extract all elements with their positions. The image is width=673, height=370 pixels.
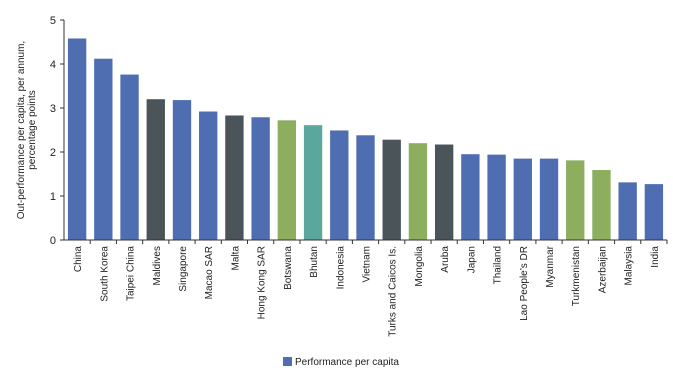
bar bbox=[67, 38, 87, 241]
y-tick-label: 0 bbox=[50, 235, 56, 247]
x-tick-label: Bhutan bbox=[309, 246, 320, 278]
y-axis-label: Out-performance per capita, per annum,pe… bbox=[16, 41, 38, 219]
y-tick-label: 4 bbox=[50, 59, 56, 71]
y-tick-label: 3 bbox=[50, 103, 56, 115]
bar bbox=[225, 115, 244, 240]
x-tick-label: Malaysia bbox=[624, 246, 635, 286]
x-tick-label: Japan bbox=[466, 246, 477, 273]
x-axis: China South Korea Taipei China Maldives Sing… bbox=[64, 239, 668, 337]
x-tick-label: Indonesia bbox=[335, 246, 346, 290]
bar bbox=[356, 135, 375, 240]
y-axis: 0 1 2 3 4 5 bbox=[50, 15, 65, 247]
y-tick-label: 1 bbox=[50, 191, 56, 203]
bar bbox=[644, 184, 664, 240]
x-tick-label: Malta bbox=[230, 246, 241, 271]
y-tick-label: 2 bbox=[50, 147, 56, 159]
bar bbox=[618, 182, 637, 240]
x-tick-label: Azerbaijan bbox=[597, 246, 608, 293]
bar bbox=[199, 111, 218, 241]
x-tick-label: China bbox=[73, 246, 84, 273]
bar bbox=[382, 139, 401, 240]
bar bbox=[277, 120, 297, 240]
x-tick-label: Hong Kong SAR bbox=[257, 246, 268, 319]
bar bbox=[408, 143, 428, 240]
legend: Performance per capita bbox=[283, 357, 399, 368]
x-tick-label: Macao SAR bbox=[204, 246, 215, 299]
bar bbox=[461, 154, 480, 240]
y-tick-label: 5 bbox=[50, 15, 56, 27]
x-tick-label: Maldives bbox=[152, 246, 163, 285]
x-tick-label: Myanmar bbox=[545, 245, 556, 287]
x-tick-label: Mongolia bbox=[414, 246, 425, 287]
bar bbox=[566, 160, 585, 240]
y-axis-label-line: Out-performance per capita, per annum, bbox=[16, 41, 27, 219]
x-tick-label: Botswana bbox=[283, 246, 294, 290]
bar bbox=[487, 154, 506, 240]
bar bbox=[251, 117, 270, 240]
x-tick-label: Lao People’s DR bbox=[519, 246, 530, 321]
bar bbox=[513, 158, 532, 240]
x-tick-label: Singapore bbox=[178, 246, 189, 292]
x-tick-label: India bbox=[650, 246, 661, 268]
bar bbox=[592, 170, 611, 240]
bars bbox=[67, 38, 664, 241]
bar bbox=[94, 58, 113, 240]
x-tick-label: Vietnam bbox=[362, 246, 373, 283]
bar bbox=[434, 144, 454, 240]
x-tick-label: Thailand bbox=[493, 246, 504, 284]
x-tick-label: Taipei China bbox=[126, 246, 137, 301]
bar bbox=[330, 130, 349, 240]
legend-label: Performance per capita bbox=[295, 357, 399, 368]
x-tick-label: Turks and Caicos Is. bbox=[388, 246, 399, 337]
legend-swatch bbox=[283, 357, 292, 366]
y-axis-title: Out-performance per capita, per annum,pe… bbox=[16, 41, 38, 219]
bar bbox=[146, 99, 165, 240]
bar bbox=[303, 125, 323, 240]
bar bbox=[539, 158, 559, 240]
x-tick-label: Turkmenistan bbox=[571, 246, 582, 306]
bar bbox=[172, 100, 192, 240]
y-axis-label-line: percentage points bbox=[27, 90, 38, 170]
bar bbox=[120, 74, 139, 240]
x-tick-label: South Korea bbox=[99, 246, 110, 302]
x-tick-label: Aruba bbox=[440, 246, 451, 273]
